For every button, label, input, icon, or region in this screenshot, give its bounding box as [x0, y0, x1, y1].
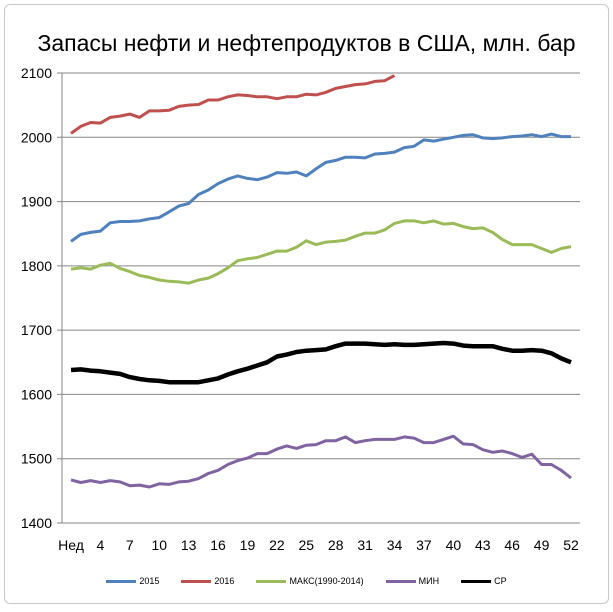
legend-label: СР: [494, 576, 507, 586]
legend: 2015 2016 МАКС(1990-2014) МИН СР: [0, 576, 613, 586]
x-tick-label: 13: [181, 537, 197, 553]
legend-item: МАКС(1990-2014): [256, 576, 364, 586]
y-tick-label: 2000: [21, 129, 52, 145]
legend-swatch: [256, 579, 287, 583]
series-line-2: [70, 219, 572, 285]
y-tick-label: 1500: [21, 451, 52, 467]
series-line-0: [70, 132, 571, 243]
series-line-1: [70, 74, 396, 135]
x-tick-label: 31: [357, 537, 373, 553]
y-tick-label: 2100: [21, 65, 52, 81]
legend-label: 2015: [139, 576, 160, 586]
legend-swatch: [385, 579, 416, 583]
x-tick-label: 25: [299, 537, 315, 553]
x-tick-label: Нед: [58, 537, 84, 553]
y-tick-label: 1400: [21, 515, 52, 531]
x-tick-label: 52: [563, 537, 579, 553]
x-tick-label: 46: [504, 537, 520, 553]
x-tick-label: 4: [97, 537, 105, 553]
x-tick-label: 37: [416, 537, 432, 553]
x-tick-label: 19: [240, 537, 256, 553]
x-tick-label: 10: [151, 537, 167, 553]
legend-item: СР: [461, 576, 507, 586]
x-tick-label: 28: [328, 537, 344, 553]
y-tick-label: 1900: [21, 194, 52, 210]
legend-swatch: [106, 579, 137, 583]
x-tick-label: 40: [446, 537, 462, 553]
x-tick-label: 7: [126, 537, 134, 553]
chart-frame: [4, 4, 609, 604]
x-tick-label: 49: [534, 537, 550, 553]
legend-label: МИН: [418, 576, 440, 586]
y-tick-label: 1700: [21, 322, 52, 338]
legend-swatch: [461, 579, 492, 583]
legend-item: МИН: [385, 576, 440, 586]
series-line-4: [70, 340, 572, 385]
x-tick-label: 16: [210, 537, 226, 553]
y-tick-label: 1600: [21, 386, 52, 402]
x-tick-label: 22: [269, 537, 285, 553]
y-tick-label: 1800: [21, 258, 52, 274]
legend-item: 2015: [106, 576, 159, 586]
legend-label: МАКС(1990-2014): [289, 576, 364, 586]
legend-item: 2016: [181, 576, 234, 586]
legend-label: 2016: [214, 576, 235, 586]
legend-swatch: [181, 579, 212, 583]
x-tick-label: 34: [387, 537, 403, 553]
chart-title: Запасы нефти и нефтепродуктов в США, млн…: [37, 30, 576, 56]
x-tick-label: 43: [475, 537, 491, 553]
series-line-3: [70, 434, 572, 489]
